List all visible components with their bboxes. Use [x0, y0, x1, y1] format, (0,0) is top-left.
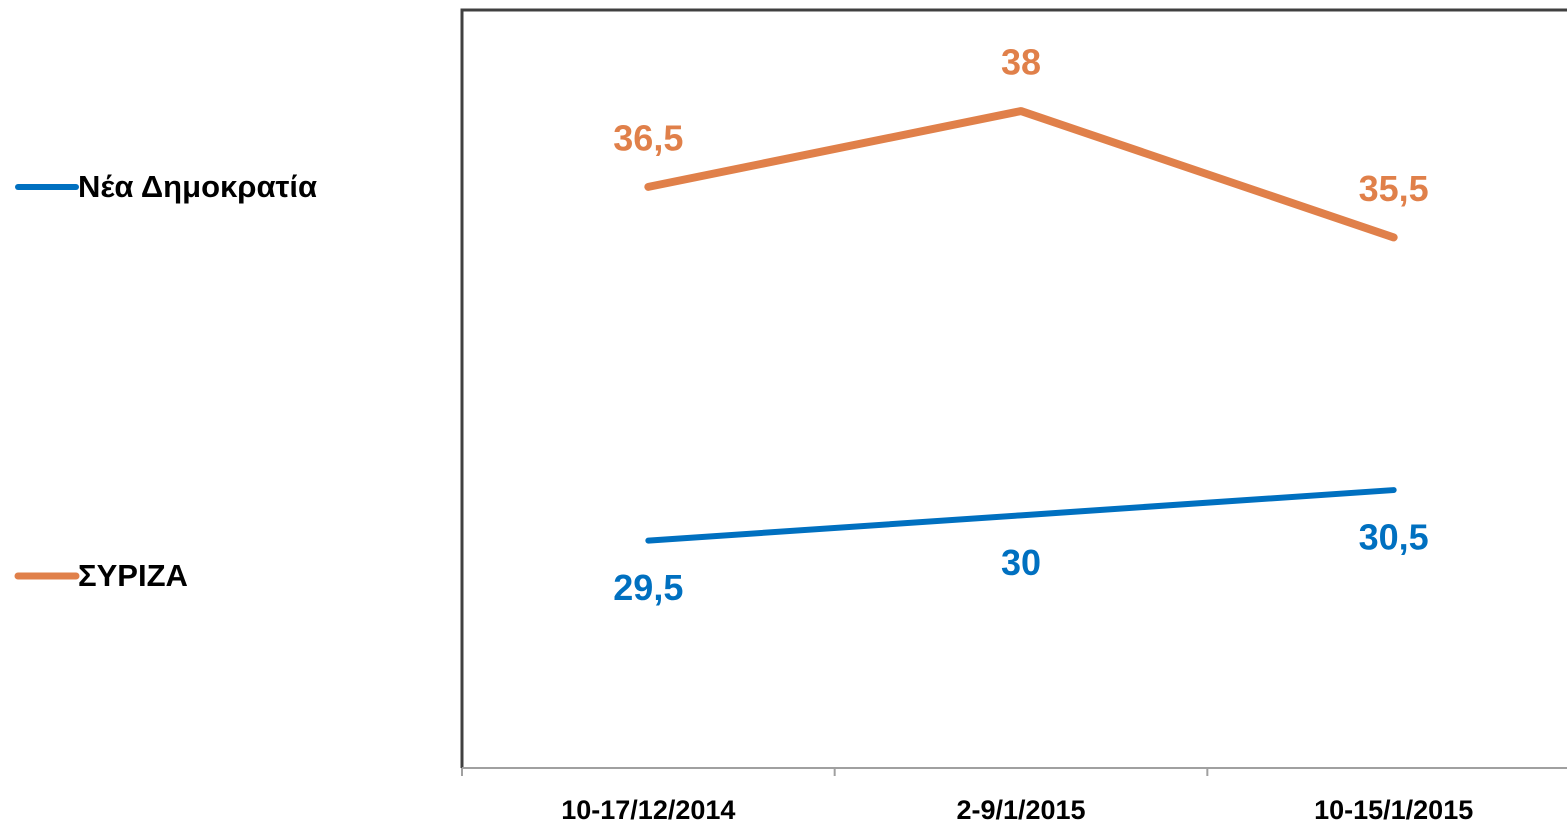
data-label: 36,5: [613, 117, 683, 158]
series-line: [645, 487, 1397, 544]
x-tick-label: 10-17/12/2014: [561, 795, 735, 825]
legend-label: Νέα Δημοκρατία: [78, 169, 317, 204]
legend-label: ΣΥΡΙΖΑ: [78, 558, 188, 593]
data-label: 29,5: [613, 567, 683, 608]
data-label: 30,5: [1359, 517, 1429, 558]
data-label: 35,5: [1359, 168, 1429, 209]
series-line: [644, 107, 1398, 242]
data-label: 38: [1001, 42, 1041, 83]
data-label: 30: [1001, 542, 1041, 583]
x-tick-label: 10-15/1/2015: [1314, 795, 1473, 825]
x-tick-label: 2-9/1/2015: [956, 795, 1085, 825]
plot-frame: [460, 8, 1567, 768]
